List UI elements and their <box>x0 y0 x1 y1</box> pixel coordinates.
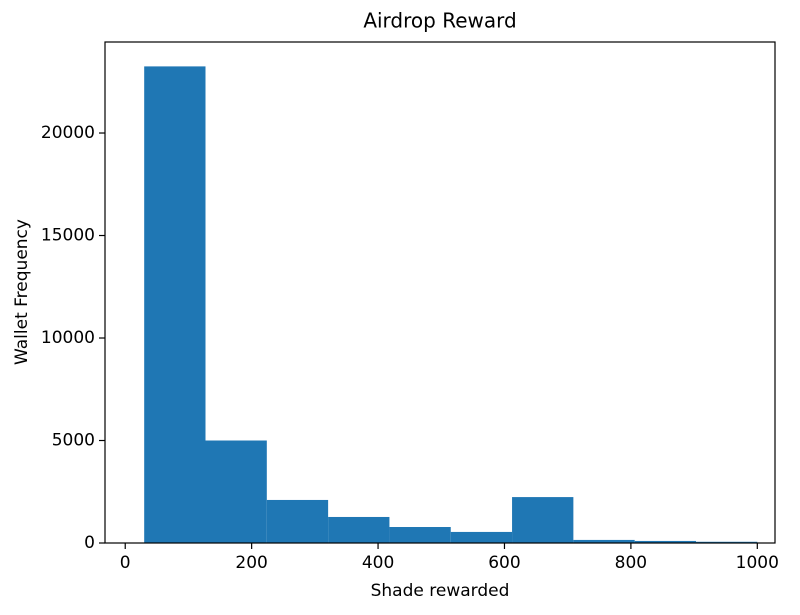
y-tick-label: 0 <box>84 533 95 553</box>
bar <box>328 516 390 543</box>
bar <box>450 531 513 543</box>
x-tick-label: 600 <box>488 553 520 573</box>
bar <box>695 541 758 543</box>
plot-frame <box>104 41 776 544</box>
bar <box>266 499 329 543</box>
chart-title: Airdrop Reward <box>363 9 516 33</box>
bar <box>144 66 206 543</box>
bar <box>205 440 267 543</box>
x-tick-label: 200 <box>235 553 267 573</box>
y-tick-label: 20000 <box>41 123 95 143</box>
bar <box>573 539 635 543</box>
x-tick-label: 800 <box>615 553 647 573</box>
bar <box>634 540 696 543</box>
x-axis-label: Shade rewarded <box>371 581 510 601</box>
x-tick-label: 1000 <box>736 553 779 573</box>
y-tick-label: 10000 <box>41 328 95 348</box>
y-axis-label: Wallet Frequency <box>12 219 32 365</box>
x-tick-label: 0 <box>120 553 131 573</box>
x-tick-label: 400 <box>362 553 394 573</box>
bar <box>512 497 574 543</box>
y-tick-label: 15000 <box>41 226 95 246</box>
y-tick-label: 5000 <box>52 431 95 451</box>
bar <box>389 527 451 543</box>
